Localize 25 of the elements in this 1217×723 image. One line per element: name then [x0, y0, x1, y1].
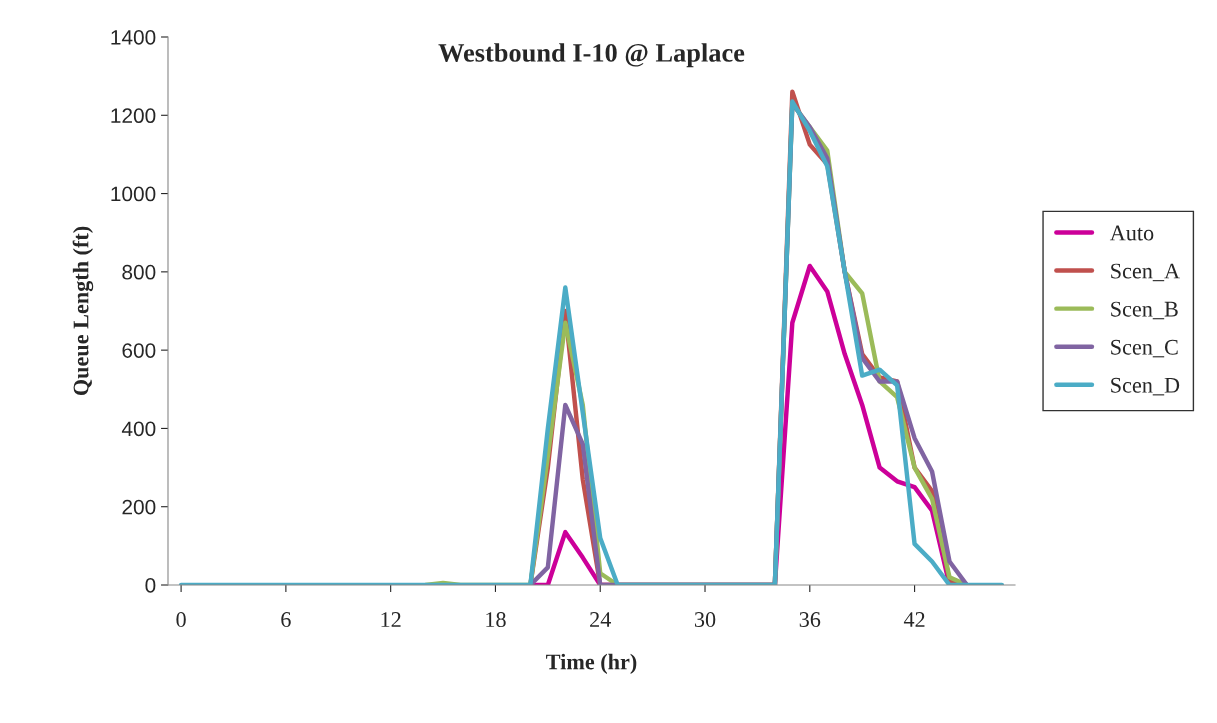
legend-label: Auto — [1109, 225, 1154, 241]
x-tick-label: 30 — [694, 612, 716, 628]
y-tick-label: 1200 — [111, 108, 156, 124]
legend-label: Scen_A — [1111, 263, 1180, 282]
y-tick-label: 200 — [122, 499, 156, 515]
y-tick-label: 800 — [122, 264, 156, 280]
y-tick-label: 0 — [145, 578, 156, 593]
line-series — [178, 99, 1005, 585]
y-tick-label: 1000 — [111, 186, 156, 202]
x-tick-label: 12 — [381, 612, 401, 627]
x-tick-label: 42 — [903, 612, 925, 627]
legend-label: Scen_D — [1111, 377, 1180, 396]
y-tick-label: 600 — [122, 343, 156, 358]
x-tick-label: 6 — [281, 612, 291, 628]
x-tick-label: 18 — [486, 612, 506, 628]
y-axis-title: Queue Length (ft) — [72, 226, 94, 396]
y-tick-label: 1400 — [111, 30, 156, 45]
x-tick-label: 36 — [799, 612, 821, 628]
y-tick-label: 400 — [121, 421, 156, 437]
x-tick-label: 0 — [176, 612, 186, 628]
chart-title: Westbound I-10 @ Laplace — [438, 43, 745, 68]
legend-label: Scen_B — [1111, 301, 1178, 320]
x-axis-title: Time (hr) — [546, 653, 637, 674]
legend-label: Scen_C — [1111, 339, 1178, 358]
x-tick-label: 24 — [590, 612, 611, 627]
